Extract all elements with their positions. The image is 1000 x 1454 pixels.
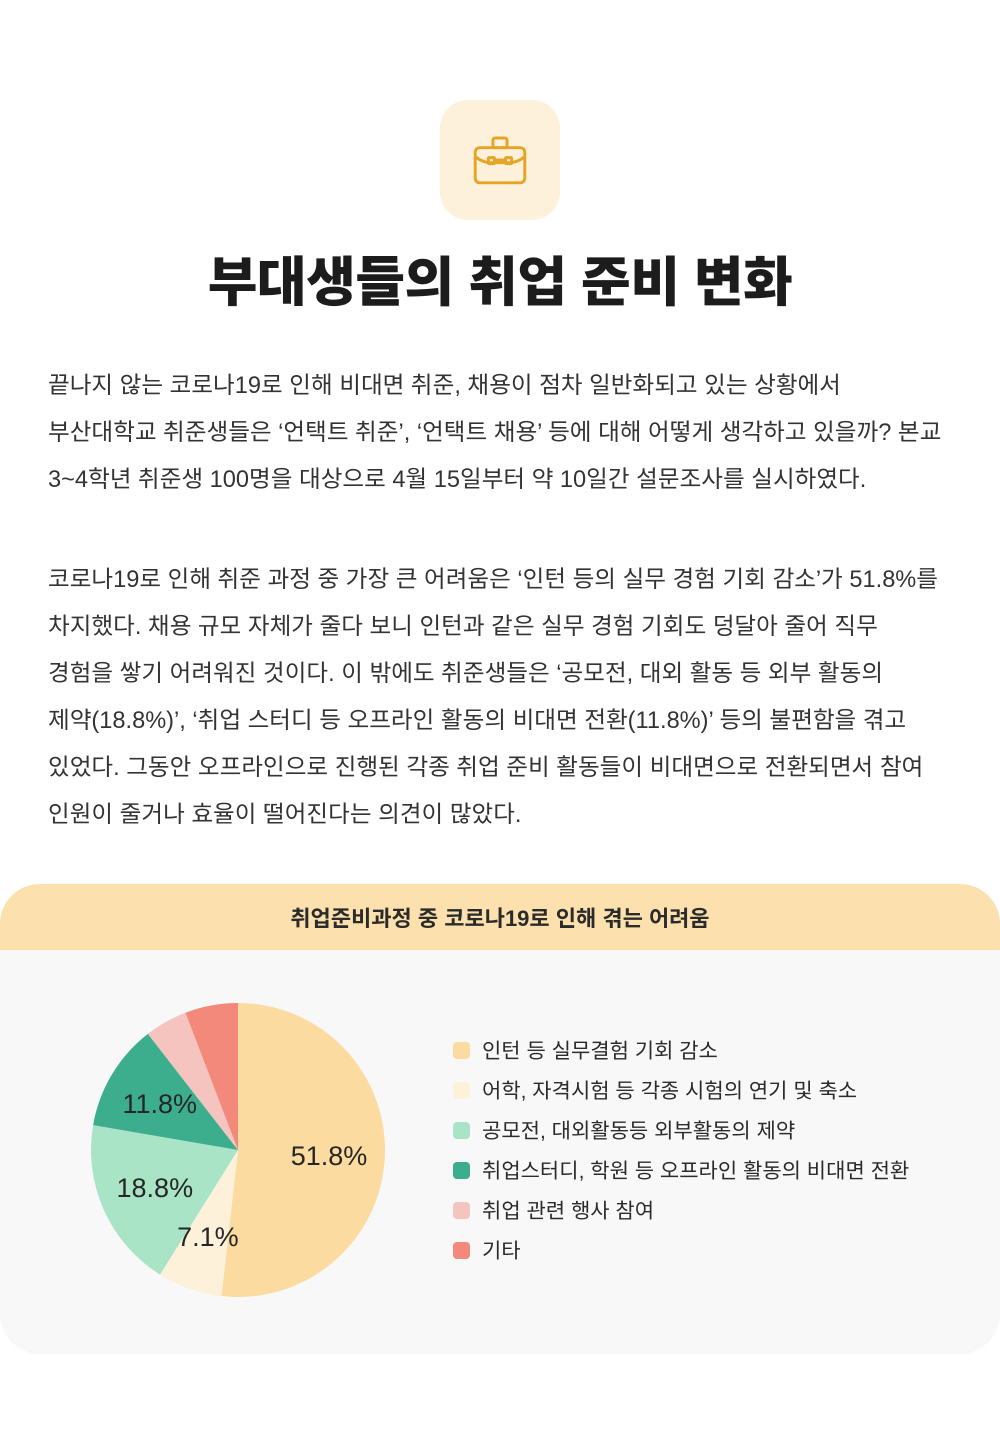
svg-text:7.1%: 7.1% [177,1222,239,1252]
svg-text:18.8%: 18.8% [117,1173,194,1203]
svg-text:11.8%: 11.8% [123,1089,198,1119]
svg-text:51.8%: 51.8% [291,1141,368,1171]
